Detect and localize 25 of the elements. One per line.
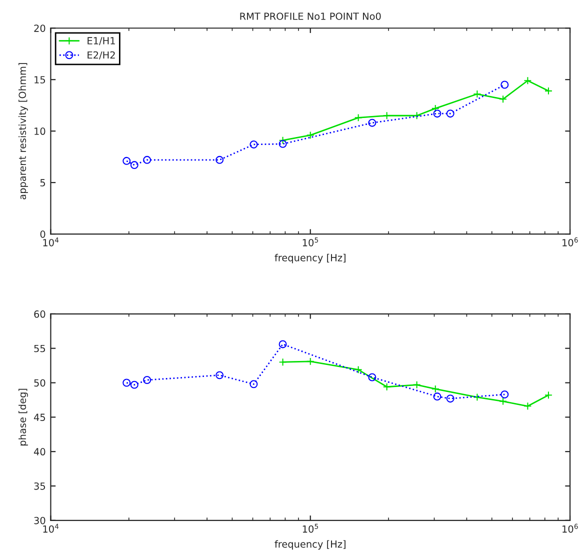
y-tick-label: 35 xyxy=(34,482,46,490)
y-tick-label: 15 xyxy=(34,76,46,84)
legend-label: E2/H2 xyxy=(88,51,115,60)
y-tick-label: 0 xyxy=(40,230,46,238)
y-tick-label: 30 xyxy=(34,516,46,524)
y-tick-label: 50 xyxy=(34,379,46,387)
y-tick-label: 55 xyxy=(34,344,46,352)
y-tick-label: 20 xyxy=(34,24,46,32)
x-tick-label: 10$^{5}$ xyxy=(302,524,318,533)
y-axis-title: apparent resistivity [Ohmm] xyxy=(18,63,28,200)
legend-label: E1/H1 xyxy=(88,37,115,46)
x-tick-label: 10$^{6}$ xyxy=(562,237,578,246)
y-tick-label: 40 xyxy=(34,448,46,456)
x-axis-title: frequency [Hz] xyxy=(274,254,346,264)
x-tick-label: 10$^{4}$ xyxy=(43,238,59,246)
chart-title: RMT PROFILE No1 POINT No0 xyxy=(240,12,381,20)
x-tick-label: 10$^{4}$ xyxy=(43,524,59,533)
y-tick-label: 10 xyxy=(34,128,46,135)
x-tick-label: 10$^{5}$ xyxy=(302,238,318,246)
x-axis-title: frequency [Hz] xyxy=(274,540,346,550)
y-axis-title: phase [deg] xyxy=(18,388,28,446)
y-tick-label: 60 xyxy=(34,310,46,318)
y-tick-label: 45 xyxy=(34,414,46,421)
x-tick-label: 10$^{6}$ xyxy=(562,524,578,533)
y-tick-label: 5 xyxy=(40,179,46,186)
